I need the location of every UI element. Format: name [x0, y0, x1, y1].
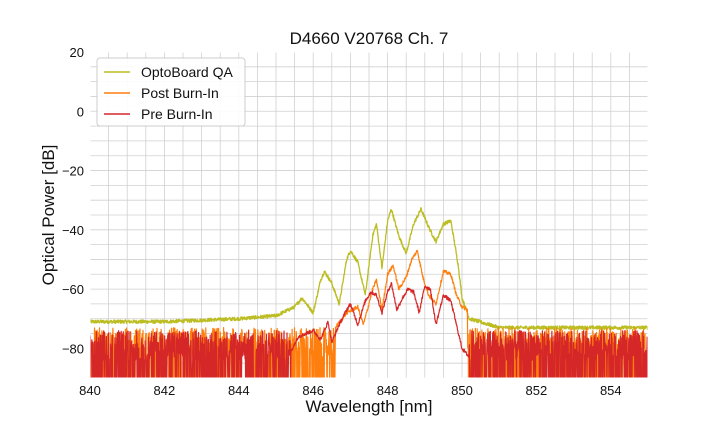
- x-tick-label: 846: [302, 383, 324, 398]
- x-tick-label: 852: [526, 383, 548, 398]
- chart-title: D4660 V20768 Ch. 7: [290, 29, 449, 48]
- x-tick-label: 840: [79, 383, 101, 398]
- y-tick-label: 20: [70, 45, 84, 60]
- x-tick-label: 850: [451, 383, 473, 398]
- x-tick-label: 854: [600, 383, 622, 398]
- y-tick-label: −20: [62, 164, 84, 179]
- legend-label-pre-burn-in: Pre Burn-In: [141, 106, 213, 122]
- x-axis-label: Wavelength [nm]: [306, 397, 433, 416]
- plot-frame: [89, 51, 649, 379]
- x-tick-labels: 840 842 844 846 848 850 852 854: [79, 383, 622, 398]
- y-tick-label: −80: [62, 341, 84, 356]
- x-tick-label: 848: [377, 383, 399, 398]
- legend-label-post-burn-in: Post Burn-In: [141, 85, 219, 101]
- y-tick-labels: 20 0 −20 −40 −60 −80: [62, 45, 84, 356]
- y-tick-label: −40: [62, 223, 84, 238]
- series-layer: [90, 207, 648, 378]
- series-line-pre-burn-in: [90, 282, 648, 378]
- x-tick-label: 842: [154, 383, 176, 398]
- y-axis-label: Optical Power [dB]: [39, 145, 58, 286]
- legend-box: [96, 57, 246, 127]
- legend: OptoBoard QA Post Burn-In Pre Burn-In: [96, 57, 246, 127]
- series-line-optoboard-qa: [90, 207, 648, 331]
- y-tick-label: 0: [77, 104, 84, 119]
- x-tick-label: 844: [228, 383, 250, 398]
- legend-label-optoboard-qa: OptoBoard QA: [141, 64, 233, 80]
- y-tick-label: −60: [62, 282, 84, 297]
